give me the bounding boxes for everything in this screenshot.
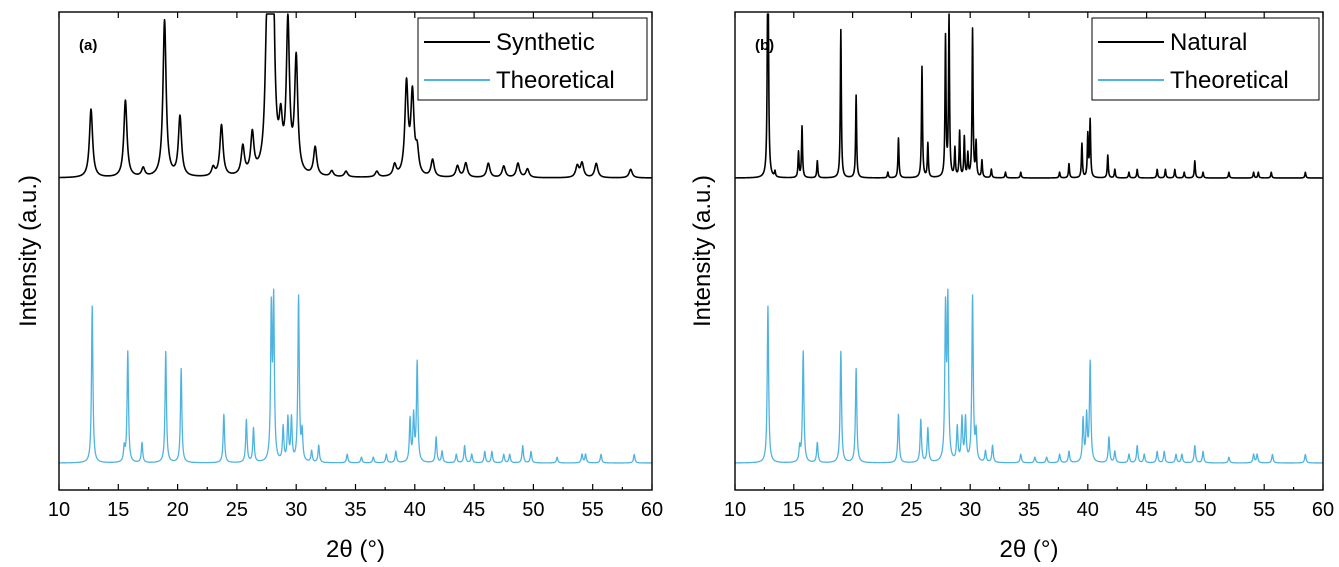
x-axis-label: 2θ (°) [326, 536, 385, 563]
legend-box [417, 17, 648, 101]
legend-entry: Natural [1170, 29, 1247, 56]
legend-entry: Theoretical [496, 67, 615, 94]
x-tick-label: 55 [1253, 499, 1275, 521]
legend: Natural Theoretical [1091, 17, 1320, 101]
x-tick-label: 10 [724, 499, 746, 521]
x-tick-label: 10 [48, 499, 70, 521]
x-tick-label: 50 [1194, 499, 1216, 521]
legend-entry: Theoretical [1170, 67, 1289, 94]
panel-label: (a) [79, 37, 97, 54]
series-line-theoretical [734, 288, 1324, 464]
legend: Synthetic Theoretical [417, 17, 648, 101]
series-line-synthetic [58, 13, 653, 179]
x-tick-label: 35 [344, 499, 366, 521]
x-tick-label: 40 [1077, 499, 1099, 521]
x-tick-label: 55 [582, 499, 604, 521]
x-tick-label: 35 [1018, 499, 1040, 521]
y-axis-label: Intensity (a.u.) [15, 175, 42, 327]
series-line-natural [734, 13, 1324, 179]
y-axis-label: Intensity (a.u.) [689, 175, 716, 327]
x-axis-label: 2θ (°) [1000, 536, 1059, 563]
x-tick-label: 40 [404, 499, 426, 521]
x-tick-label: 15 [783, 499, 805, 521]
x-tick-label: 45 [463, 499, 485, 521]
x-tick-label: 30 [959, 499, 981, 521]
x-tick-label: 25 [900, 499, 922, 521]
panel-label: (b) [755, 37, 774, 54]
x-tick-label: 20 [166, 499, 188, 521]
legend-entry: Synthetic [496, 29, 595, 56]
chart-panel-b: 10 15 20 25 30 35 40 45 50 55 60 2θ (°) Intensity (a… [689, 11, 1334, 563]
x-tick-label: 25 [226, 499, 248, 521]
x-tick-label: 20 [841, 499, 863, 521]
series-line-theoretical [58, 288, 653, 464]
x-tick-label: 45 [1135, 499, 1157, 521]
x-tick-label: 60 [1312, 499, 1334, 521]
x-tick-label: 60 [641, 499, 663, 521]
legend-box [1091, 17, 1320, 101]
x-tick-label: 15 [107, 499, 129, 521]
chart-panel-a: 10 15 20 25 30 35 40 45 50 55 60 2θ (°) Intensity (a… [15, 11, 663, 563]
x-tick-label: 30 [285, 499, 307, 521]
x-tick-label: 50 [522, 499, 544, 521]
